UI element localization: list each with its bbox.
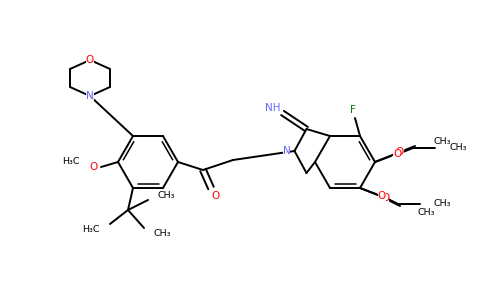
Text: N: N bbox=[86, 91, 94, 101]
Text: CH₃: CH₃ bbox=[433, 136, 451, 146]
Text: CH₃: CH₃ bbox=[158, 191, 176, 200]
Text: O: O bbox=[90, 162, 98, 172]
Text: O: O bbox=[378, 191, 386, 201]
Text: O: O bbox=[212, 191, 220, 201]
Text: O: O bbox=[86, 55, 94, 65]
Text: CH₃: CH₃ bbox=[418, 208, 436, 217]
Text: CH₃: CH₃ bbox=[434, 200, 452, 208]
Text: CH₃: CH₃ bbox=[154, 230, 171, 238]
Text: H₃C: H₃C bbox=[82, 226, 100, 235]
Text: H₃C: H₃C bbox=[62, 158, 80, 166]
Text: N: N bbox=[283, 146, 290, 156]
Text: O: O bbox=[393, 149, 401, 159]
Text: CH₃: CH₃ bbox=[449, 143, 467, 152]
Text: O: O bbox=[396, 147, 404, 157]
Text: O: O bbox=[381, 193, 389, 203]
Text: F: F bbox=[350, 105, 356, 115]
Text: NH: NH bbox=[265, 103, 280, 113]
